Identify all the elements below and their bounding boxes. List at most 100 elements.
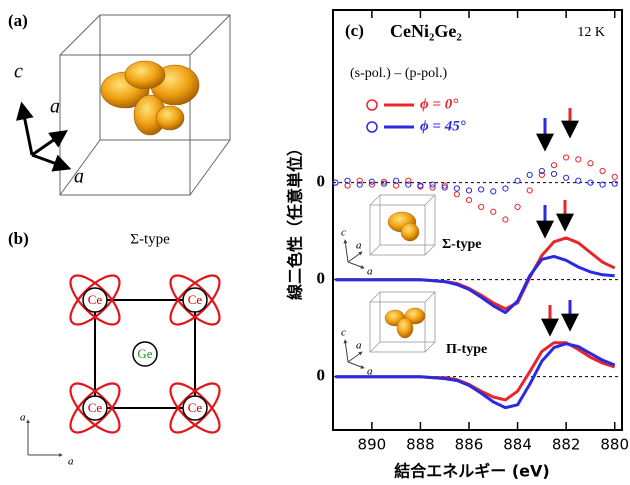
legend-marker bbox=[366, 99, 378, 111]
annotation: (s-pol.) – (p-pol.) bbox=[350, 66, 448, 81]
axis-label: a bbox=[20, 412, 26, 424]
inset-pi: c a a Π-type bbox=[341, 291, 487, 378]
data-point bbox=[453, 191, 460, 198]
legend-label: ϕ = 45° bbox=[420, 118, 466, 134]
panel-title: Σ-type bbox=[130, 231, 170, 247]
data-point bbox=[393, 177, 400, 184]
atom-label: Ce bbox=[88, 292, 103, 307]
inset-label: Π-type bbox=[446, 342, 487, 357]
data-point bbox=[490, 188, 497, 195]
inset-axis-label: a bbox=[356, 340, 362, 352]
data-point bbox=[550, 162, 558, 169]
data-point bbox=[465, 187, 473, 194]
series-line bbox=[335, 254, 615, 315]
inset-axis-label: a bbox=[367, 266, 373, 278]
x-tick-label: 882 bbox=[552, 436, 581, 454]
panel-b: (b) Σ-type Ce Ce Ce Ce Ge a a bbox=[8, 229, 221, 468]
chart-title: CeNi₂Ge₂ bbox=[390, 21, 462, 41]
data-point bbox=[405, 181, 412, 188]
data-point bbox=[405, 177, 412, 184]
data-point bbox=[502, 216, 509, 223]
data-point bbox=[490, 208, 497, 215]
data-point bbox=[441, 184, 448, 191]
data-point bbox=[380, 178, 388, 185]
x-tick-label: 890 bbox=[358, 436, 387, 454]
data-point bbox=[453, 185, 460, 192]
data-point bbox=[356, 181, 363, 188]
data-point bbox=[380, 180, 388, 187]
plot-frame bbox=[332, 9, 623, 431]
cube bbox=[59, 14, 231, 196]
data-point bbox=[478, 203, 485, 211]
data-point bbox=[429, 184, 436, 191]
panel-label: (a) bbox=[8, 11, 28, 30]
x-tick-label: 880 bbox=[600, 436, 629, 454]
atoms bbox=[82, 287, 208, 421]
panel-label: (c) bbox=[345, 21, 364, 40]
inset-sigma: c a a Σ-type bbox=[341, 194, 481, 278]
panel-label: (b) bbox=[8, 229, 29, 248]
inset-axis-label: c bbox=[341, 227, 346, 239]
axis-label: a bbox=[68, 456, 74, 468]
x-axis-title: 結合エネルギー (eV) bbox=[394, 462, 549, 481]
orbitals bbox=[69, 274, 221, 434]
legend-marker bbox=[366, 121, 378, 133]
data-point bbox=[368, 181, 375, 188]
panel-c: (c) CeNi₂Ge₂ 12 K (s-pol.) – (p-pol.) 線二… bbox=[286, 9, 623, 481]
axis-label: c bbox=[14, 61, 23, 83]
x-tick-label: 888 bbox=[406, 436, 435, 454]
data-point bbox=[356, 177, 363, 184]
data-point bbox=[587, 179, 594, 186]
x-tick-label: 886 bbox=[455, 436, 484, 454]
y-tick-label: 0 bbox=[317, 172, 326, 191]
data-point bbox=[599, 181, 606, 188]
data-point bbox=[417, 182, 424, 189]
inset-axis-label: a bbox=[356, 240, 362, 252]
data-point bbox=[563, 154, 570, 161]
data-point bbox=[465, 197, 473, 204]
atom-label: Ce bbox=[88, 400, 103, 415]
data-point bbox=[587, 160, 594, 167]
panel-a: (a) c a a bbox=[8, 11, 231, 196]
unit-cell bbox=[94, 299, 196, 409]
legend-label: ϕ = 0° bbox=[420, 96, 458, 112]
inset-axis-label: a bbox=[367, 366, 373, 378]
atom-label: Ce bbox=[188, 400, 203, 415]
series-line bbox=[335, 342, 616, 410]
y-tick-label: 0 bbox=[317, 366, 326, 385]
data-point bbox=[550, 170, 558, 178]
data-point bbox=[332, 179, 339, 186]
axes-arrows bbox=[26, 419, 63, 457]
arrows bbox=[536, 108, 579, 337]
atom-label: Ce bbox=[188, 292, 203, 307]
data-point bbox=[611, 173, 618, 180]
data-point bbox=[429, 181, 436, 188]
data-point bbox=[526, 187, 533, 194]
axis-label: a bbox=[74, 166, 84, 188]
data-point bbox=[538, 167, 545, 175]
data-point bbox=[478, 186, 485, 193]
axes-arrows bbox=[15, 101, 72, 172]
data-point bbox=[441, 182, 448, 189]
data-point bbox=[563, 174, 570, 181]
subtitle: 12 K bbox=[577, 25, 605, 40]
data-point bbox=[502, 185, 509, 192]
data-point bbox=[344, 177, 351, 184]
data-point bbox=[368, 178, 375, 185]
inset-label: Σ-type bbox=[442, 237, 481, 252]
data-point bbox=[514, 203, 521, 211]
data-point bbox=[575, 177, 582, 184]
inset-axis-label: c bbox=[341, 327, 346, 339]
orbital bbox=[100, 60, 200, 136]
data-point bbox=[538, 171, 545, 178]
axis-label: a bbox=[50, 96, 60, 118]
y-tick-label: 0 bbox=[317, 269, 326, 288]
data-point bbox=[526, 171, 533, 178]
data-point bbox=[611, 180, 618, 187]
y-axis-title: 線二色性（任意単位） bbox=[286, 140, 305, 300]
data-point bbox=[599, 167, 606, 175]
data-point bbox=[575, 156, 582, 163]
x-tick-label: 884 bbox=[503, 436, 532, 454]
atom-label: Ge bbox=[137, 346, 152, 361]
